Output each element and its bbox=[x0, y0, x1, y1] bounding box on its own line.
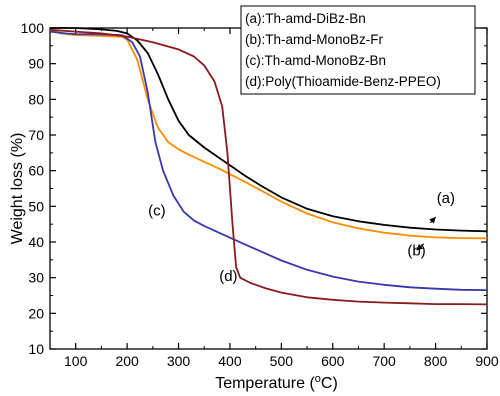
x-tick-label: 300 bbox=[167, 353, 191, 369]
x-tick-label: 200 bbox=[115, 353, 139, 369]
x-tick-label: 100 bbox=[64, 353, 88, 369]
y-tick-label: 30 bbox=[28, 270, 44, 286]
y-tick-label: 20 bbox=[28, 305, 44, 321]
annotation-label: (c) bbox=[148, 202, 166, 219]
x-tick-label: 700 bbox=[372, 353, 396, 369]
series-line-d bbox=[49, 28, 488, 306]
y-axis-title: Weight loss (%) bbox=[9, 133, 26, 245]
x-tick-label: 400 bbox=[218, 353, 242, 369]
x-axis-title-main: Temperature ( bbox=[215, 375, 315, 392]
annotation-label: (d) bbox=[219, 268, 237, 285]
legend-box bbox=[240, 5, 476, 95]
legend-entry-c: (c):Th-amd-MonoBz-Bn bbox=[245, 53, 386, 68]
y-tick-label: 100 bbox=[21, 20, 45, 36]
x-axis-title-unit: C) bbox=[321, 375, 338, 392]
annotation-label: (a) bbox=[437, 190, 455, 207]
x-tick-label: 800 bbox=[424, 353, 448, 369]
series-line-a bbox=[50, 27, 488, 233]
x-tick-label: 600 bbox=[321, 353, 345, 369]
series-line-b bbox=[49, 28, 488, 240]
y-tick-label: 70 bbox=[28, 127, 44, 143]
x-tick-label: 500 bbox=[270, 353, 294, 369]
y-tick-label: 10 bbox=[28, 341, 44, 357]
y-tick-label: 80 bbox=[28, 91, 44, 107]
x-axis-title-degree: o bbox=[315, 373, 321, 385]
y-tick-label: 50 bbox=[28, 198, 44, 214]
legend-entry-b: (b):Th-amd-MonoBz-Fr bbox=[245, 32, 384, 47]
y-tick-label: 60 bbox=[28, 163, 44, 179]
x-axis-title: Temperature (oC) bbox=[215, 373, 338, 392]
y-tick-label: 90 bbox=[28, 56, 44, 72]
legend-entry-a: (a):Th-amd-DiBz-Bn bbox=[245, 11, 366, 26]
y-tick-label: 40 bbox=[28, 234, 44, 250]
x-tick-label: 900 bbox=[475, 353, 499, 369]
legend-entry-d: (d):Poly(Thioamide-Benz-PPEO) bbox=[245, 74, 441, 89]
annotation-arrow-b-head bbox=[416, 243, 424, 251]
annotation-arrow-a-head bbox=[429, 217, 436, 224]
